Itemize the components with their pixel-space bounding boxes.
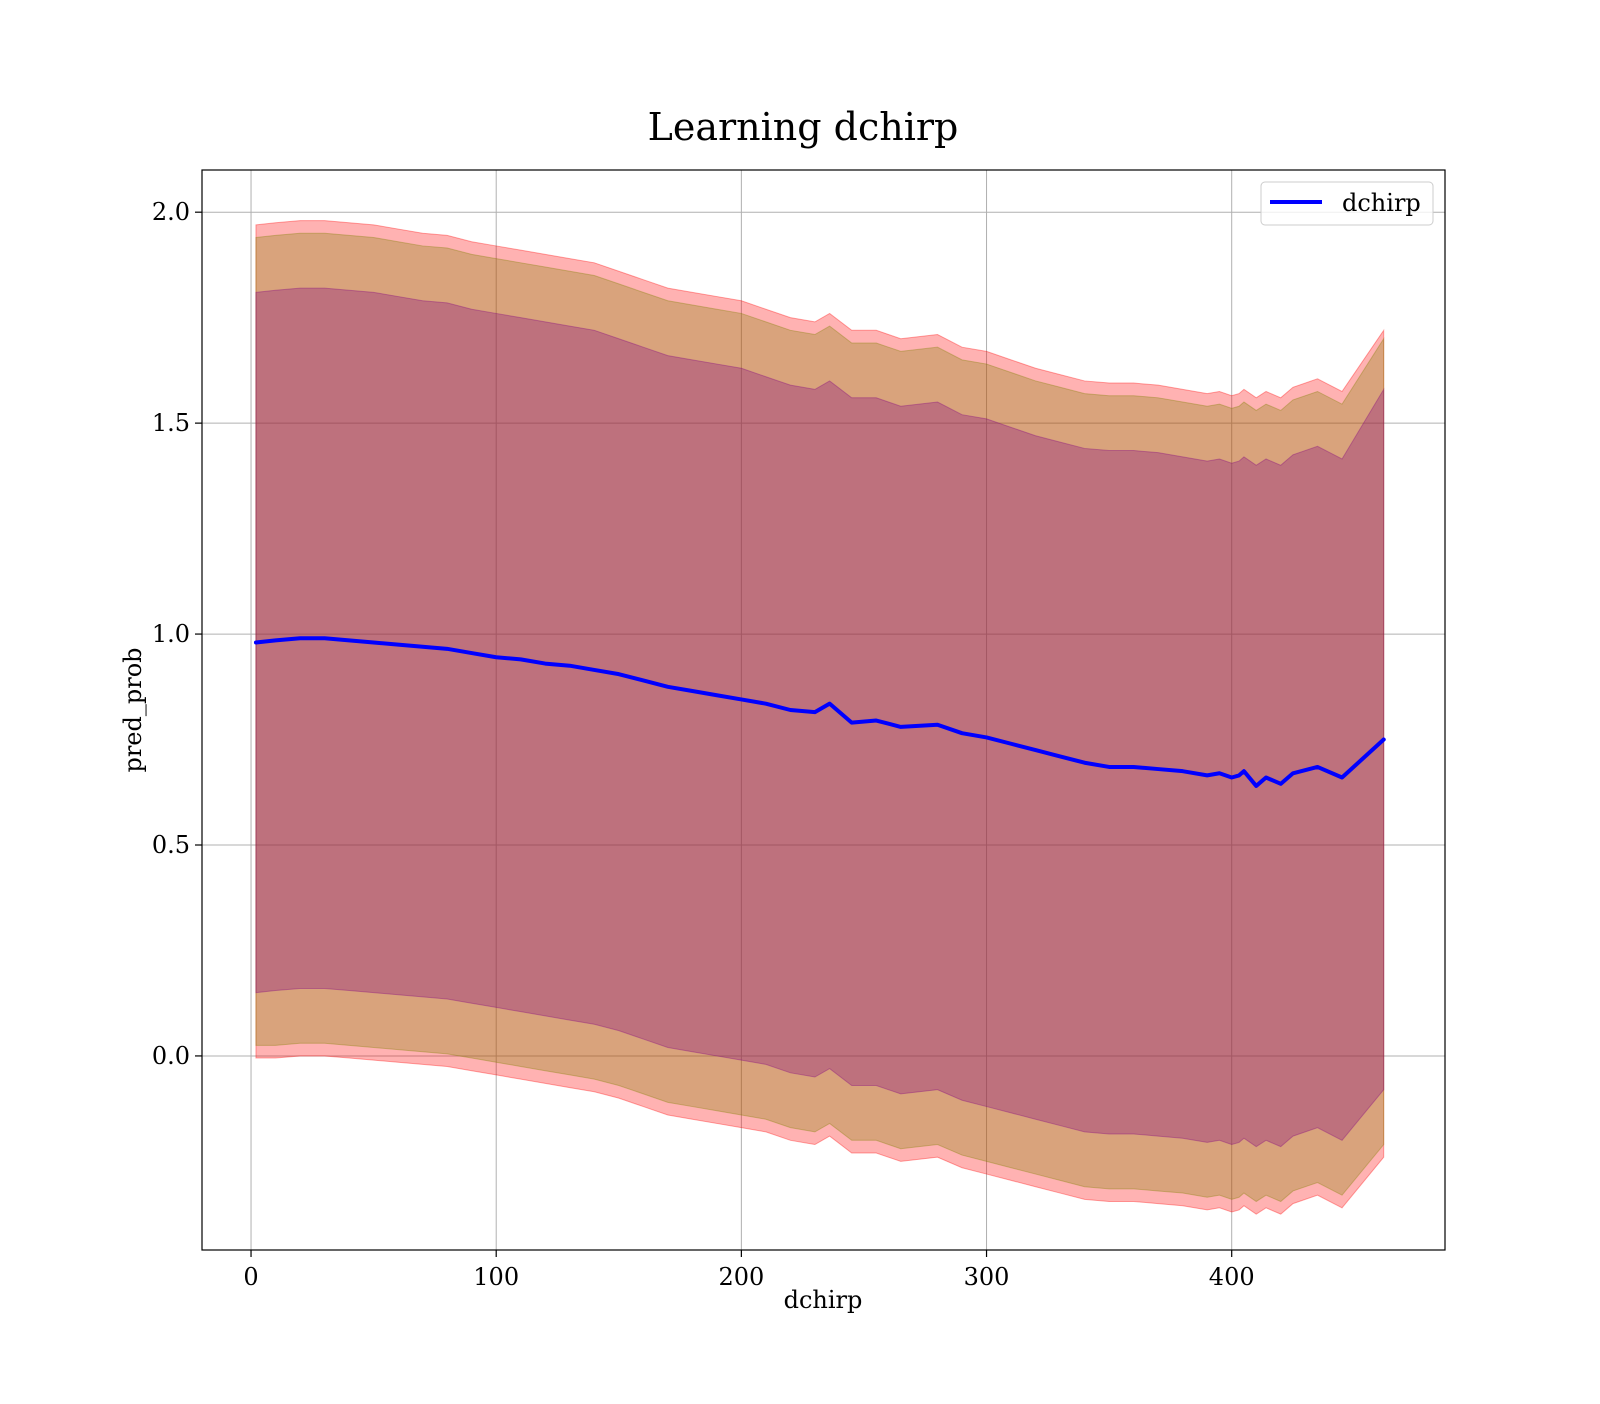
x-tick-label: 200 [718, 1263, 764, 1291]
confidence-band-0 [255, 220, 1385, 1215]
x-tick-label: 0 [243, 1263, 258, 1291]
confidence-band-1 [255, 232, 1385, 1203]
legend-box [1260, 181, 1434, 226]
series-line-0 [253, 636, 1386, 788]
y-tick-label: 1.0 [152, 620, 190, 648]
x-tick-label: 300 [964, 1263, 1010, 1291]
x-axis-label: dchirp [784, 1286, 863, 1314]
y-tick-label: 0.5 [152, 831, 190, 859]
y-axis-ticks: 0.0 0.5 1.0 1.5 2.0 [152, 198, 202, 1070]
confidence-bands [255, 220, 1385, 1215]
y-axis-label: pred_prob [119, 647, 147, 772]
legend: dchirp [1260, 181, 1434, 226]
y-tick-label: 1.5 [152, 409, 190, 437]
chart-title: Learning dchirp [648, 105, 959, 149]
confidence-band-2 [255, 287, 1385, 1148]
y-tick-label: 0.0 [152, 1042, 190, 1070]
x-tick-label: 400 [1209, 1263, 1255, 1291]
plot-frame [201, 169, 1446, 1251]
x-axis-ticks: 0 100 200 300 400 [243, 1250, 1255, 1291]
grid-lines [202, 170, 1445, 1250]
legend-entry-label: dchirp [1342, 189, 1421, 217]
x-tick-label: 100 [473, 1263, 519, 1291]
data-series [253, 636, 1386, 788]
y-tick-label: 2.0 [152, 198, 190, 226]
